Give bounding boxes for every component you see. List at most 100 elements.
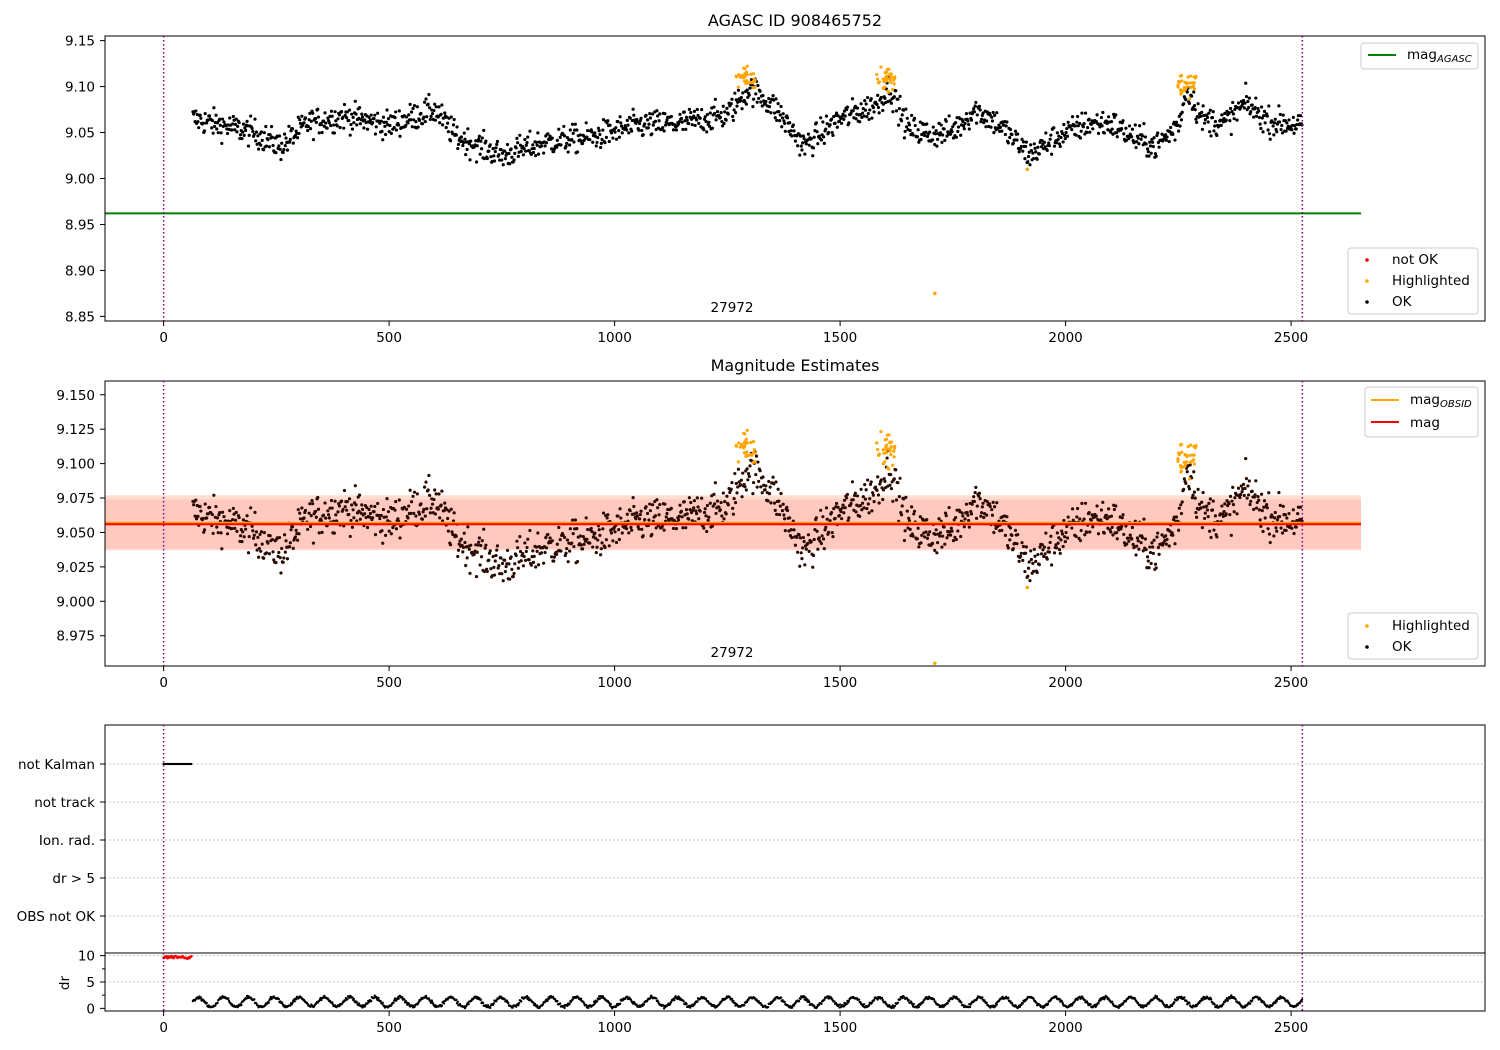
p2-highlighted-point xyxy=(1179,463,1183,468)
p2-ok-point xyxy=(617,537,621,542)
p4-ok-point xyxy=(693,1003,696,1006)
p1-ok-point xyxy=(1227,111,1231,115)
p1-ok-point xyxy=(771,94,775,98)
p2-ok-point xyxy=(735,491,739,495)
p2-highlighted-point xyxy=(888,441,892,445)
p2-ok-point xyxy=(653,514,658,518)
p2-ok-point xyxy=(278,556,282,560)
p1-ok-point xyxy=(332,131,336,135)
p1-ok-point xyxy=(1187,101,1192,106)
p1-ok-point xyxy=(1246,99,1250,104)
p2-ok-point xyxy=(1185,470,1189,474)
p1-ok-point xyxy=(1272,133,1276,137)
p2-ok-point xyxy=(440,489,444,493)
p4-ok-point xyxy=(492,1002,496,1005)
p2-ok-point xyxy=(715,499,720,503)
p1-ok-point xyxy=(428,117,432,122)
p2-ok-point xyxy=(351,508,355,512)
p2-ok-point xyxy=(584,516,588,520)
p1-ok-point xyxy=(197,126,201,130)
p1-ok-point xyxy=(580,141,585,146)
p2-ok-point xyxy=(521,551,525,556)
p2-ytick-label: 9.000 xyxy=(56,594,95,610)
p2-ok-point xyxy=(384,515,388,519)
p1-ok-point xyxy=(1094,119,1098,124)
p2-ok-point xyxy=(862,506,866,510)
p2-ok-point xyxy=(1192,470,1196,474)
p1-ok-point xyxy=(381,115,386,119)
p1-highlighted-point xyxy=(891,87,895,92)
p1-ok-point xyxy=(879,95,883,100)
p2-ok-point xyxy=(1179,511,1184,516)
p4-ok-point xyxy=(367,1000,371,1004)
p2-ok-point xyxy=(572,544,576,549)
p2-ok-point xyxy=(975,504,979,508)
p1-ok-point xyxy=(1284,129,1288,133)
p1-ok-point xyxy=(237,121,241,125)
p2-ok-point xyxy=(712,492,716,496)
p2-ok-point xyxy=(802,539,806,544)
p2-ok-point xyxy=(804,547,808,551)
p2-ok-point xyxy=(855,494,860,498)
p3-category-label: OBS not OK xyxy=(17,909,97,925)
p2-ok-point xyxy=(773,508,777,512)
p1-ok-point xyxy=(806,132,811,136)
p2-ok-point xyxy=(656,506,660,510)
p1-ok-point xyxy=(233,128,237,132)
p1-ok-point xyxy=(656,114,660,118)
p2-ok-point xyxy=(950,529,954,533)
p2-ok-point xyxy=(264,551,269,555)
p1-highlighted-point xyxy=(1192,81,1196,85)
p1-ok-point xyxy=(398,134,402,138)
p1-ok-point xyxy=(1026,160,1030,164)
p2-ok-point xyxy=(819,541,824,546)
p1-ok-point xyxy=(1278,112,1282,117)
p2-axes: 0 500 1000 1500 2000 25008.9759.0009.0259.050… xyxy=(56,381,1308,691)
p2-ok-point xyxy=(954,537,958,542)
p2-ok-point xyxy=(1235,512,1239,516)
p1-ok-point xyxy=(500,158,504,162)
p2-ok-point xyxy=(407,504,411,508)
p2-ok-point xyxy=(702,510,707,515)
p2-ok-point xyxy=(321,513,326,517)
p1-ok-point xyxy=(394,128,399,132)
p1-ok-point xyxy=(280,141,284,145)
p4-ok-point xyxy=(696,1000,699,1004)
p1-ok-point xyxy=(1091,127,1095,131)
p1-ok-point xyxy=(277,134,282,138)
p2-ok-point xyxy=(1213,514,1218,518)
p1-ok-point xyxy=(834,111,839,115)
p4-ok-point xyxy=(1185,1000,1188,1003)
p2-ok-point xyxy=(1232,510,1236,514)
p4-ok-point xyxy=(598,997,602,1000)
p2-ok-point xyxy=(650,532,654,537)
p2-ok-point xyxy=(1078,539,1083,543)
p1-ok-point xyxy=(723,110,727,114)
p1-ok-point xyxy=(1034,150,1038,154)
p1-ok-point xyxy=(607,139,611,144)
p2-ok-point xyxy=(645,511,650,516)
p2-ok-point xyxy=(274,561,278,565)
p2-ok-point xyxy=(337,504,342,508)
p1-ok-point xyxy=(862,114,866,118)
p2-ok-point xyxy=(1144,548,1148,552)
p4-data-layer xyxy=(105,954,1485,1010)
p1-ok-point xyxy=(773,116,777,120)
p2-xtick-label: 1000 xyxy=(597,675,631,691)
p2-ok-point xyxy=(1224,512,1228,516)
p2-highlighted-point xyxy=(752,448,756,452)
p1-annotation: 27972 xyxy=(711,300,754,316)
p2-ok-point xyxy=(430,502,435,506)
p1-ok-point xyxy=(456,142,461,147)
p2-highlighted-point xyxy=(881,462,885,466)
p1-ytick-label: 8.90 xyxy=(65,263,95,279)
p3-category-label: not Kalman xyxy=(18,757,95,773)
p2-ok-point xyxy=(1249,499,1253,503)
p1-ok-point xyxy=(752,97,756,101)
p3-category-label: dr > 5 xyxy=(52,871,95,887)
p1-ok-point xyxy=(897,107,901,111)
p2-ok-point xyxy=(357,509,361,513)
p1-ok-point xyxy=(1138,124,1142,128)
p1-ok-point xyxy=(722,121,726,126)
